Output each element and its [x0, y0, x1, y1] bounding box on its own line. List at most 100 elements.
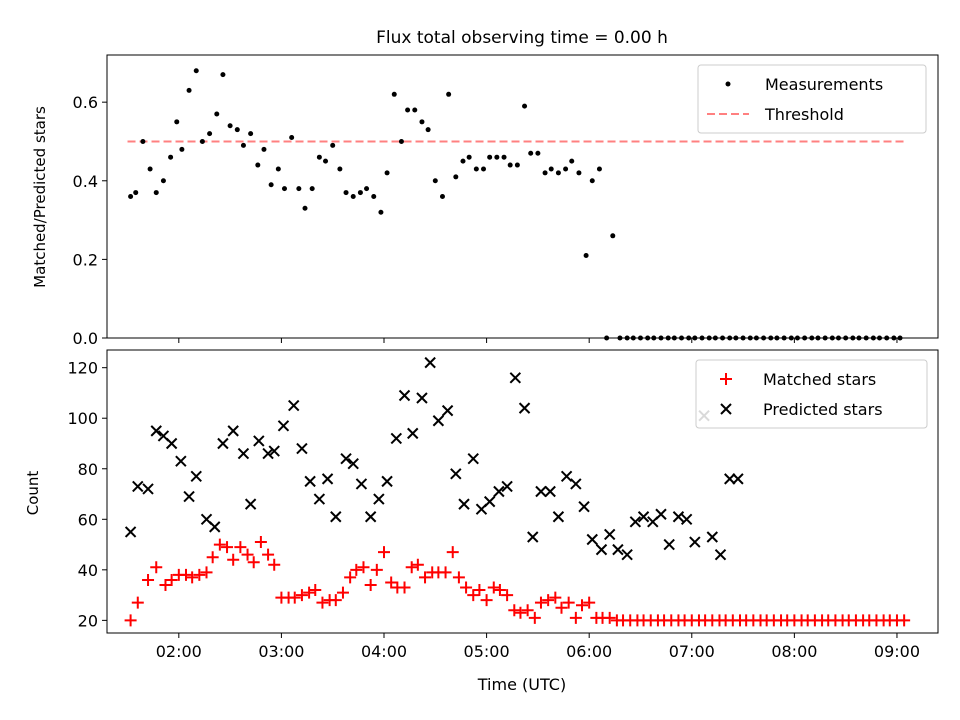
- matched-star-point: [241, 548, 254, 561]
- predicted-star-point: [493, 485, 505, 498]
- predicted-star-point: [458, 498, 470, 510]
- measurement-point: [140, 138, 146, 144]
- matched-star-point: [186, 571, 199, 584]
- predicted-star-point: [165, 437, 178, 450]
- measurement-point: [569, 158, 575, 164]
- predicted-star-point: [612, 543, 624, 556]
- matched-star-point: [165, 573, 178, 586]
- predicted-star-point: [450, 468, 462, 480]
- legend-measurement-marker: [725, 81, 731, 87]
- measurement-point: [466, 154, 472, 160]
- matched-star-point: [473, 584, 486, 597]
- measurement-point: [439, 194, 445, 199]
- predicted-star-point: [621, 548, 633, 561]
- top-x-ticks: [178, 338, 898, 343]
- predicted-star-point: [209, 521, 221, 533]
- predicted-star-point: [262, 447, 274, 460]
- matched-star-point: [193, 568, 206, 581]
- measurement-point: [487, 154, 493, 160]
- measurement-point: [398, 138, 404, 144]
- measurement-point: [214, 111, 220, 117]
- matched-star-point: [316, 596, 329, 609]
- matched-star-point: [385, 576, 398, 589]
- matched-star-point: [549, 591, 562, 604]
- matched-star-point: [378, 546, 390, 559]
- measurement-point: [425, 127, 431, 133]
- matched-star-point: [493, 584, 506, 597]
- predicted-star-point: [227, 425, 239, 437]
- matched-star-point: [227, 553, 240, 566]
- predicted-star-point: [544, 485, 556, 498]
- measurement-point: [522, 103, 528, 109]
- predicted-star-point: [390, 432, 403, 445]
- predicted-star-point: [595, 543, 608, 556]
- matched-star-point: [501, 589, 514, 602]
- predicted-star-point: [518, 402, 531, 414]
- predicted-star-point: [483, 495, 496, 508]
- matched-star-point: [234, 541, 247, 554]
- legend-matched-label: Matched stars: [763, 370, 876, 389]
- measurement-point: [275, 166, 281, 172]
- y-tick-label: 120: [67, 359, 98, 378]
- predicted-star-point: [330, 511, 342, 523]
- bottom-y-ticks: 20 40 60 80 100 120: [67, 359, 107, 630]
- top-ylabel: Matched/Predicted stars: [31, 106, 49, 288]
- measurement-point: [248, 131, 254, 137]
- matched-star-point: [254, 536, 267, 549]
- predicted-star-point: [586, 533, 598, 546]
- measurement-point: [261, 146, 267, 152]
- measurement-point: [576, 170, 582, 176]
- measurement-point: [234, 127, 240, 133]
- matched-star-point: [576, 599, 589, 612]
- matched-star-point: [288, 591, 301, 604]
- measurement-point: [555, 170, 561, 176]
- measurement-point: [330, 142, 336, 148]
- matched-star-point: [460, 581, 473, 594]
- matched-star-point: [514, 606, 527, 619]
- predicted-star-point: [296, 442, 308, 455]
- measurement-point: [453, 174, 459, 180]
- measurement-point: [384, 170, 390, 176]
- measurement-point: [193, 68, 199, 74]
- measurement-point: [207, 131, 213, 137]
- bottom-x-ticks: 02:00 03:00 04:00 05:00 06:00 07:00 08:00 09:00: [156, 633, 920, 661]
- matched-star-point: [295, 589, 308, 602]
- predicted-star-point: [441, 404, 454, 417]
- matched-star-point: [179, 568, 192, 581]
- matched-star-point: [508, 604, 521, 617]
- measurement-point: [147, 166, 153, 172]
- measurement-point: [507, 162, 513, 168]
- matched-star-point: [528, 611, 541, 624]
- matched-star-point: [213, 538, 226, 551]
- bottom-legend: Matched stars Predicted stars: [695, 359, 928, 429]
- measurement-point: [596, 166, 602, 172]
- measurement-point: [514, 162, 520, 168]
- matched-star-point: [370, 563, 383, 576]
- predicted-star-point: [347, 457, 359, 470]
- measurement-point: [371, 194, 377, 199]
- measurement-point: [179, 146, 185, 152]
- measurement-point: [309, 186, 315, 192]
- y-tick-label: 0.4: [73, 172, 98, 191]
- predicted-star-point: [175, 455, 187, 467]
- top-panel: 0.0 0.2 0.4 0.6 Matched/Predicted stars Mea…: [31, 54, 939, 348]
- predicted-star-point: [535, 485, 547, 498]
- measurement-point: [281, 186, 287, 192]
- y-tick-label: 80: [78, 460, 98, 479]
- measurement-point: [255, 162, 261, 168]
- matched-star-point: [446, 546, 459, 559]
- measurement-point: [501, 154, 507, 160]
- predicted-star-point: [190, 470, 202, 483]
- y-tick-label: 0.6: [73, 93, 98, 112]
- predicted-star-point: [560, 470, 573, 483]
- predicted-star-point: [655, 508, 667, 520]
- y-tick-label: 100: [67, 409, 98, 428]
- matched-star-point: [262, 548, 275, 561]
- predicted-star-point: [501, 480, 513, 493]
- matched-star-point: [329, 594, 342, 607]
- predicted-star-point: [321, 473, 334, 485]
- measurement-point: [133, 190, 139, 196]
- measurement-point: [432, 178, 438, 184]
- matched-star-point: [357, 561, 370, 574]
- measurement-point: [153, 190, 159, 196]
